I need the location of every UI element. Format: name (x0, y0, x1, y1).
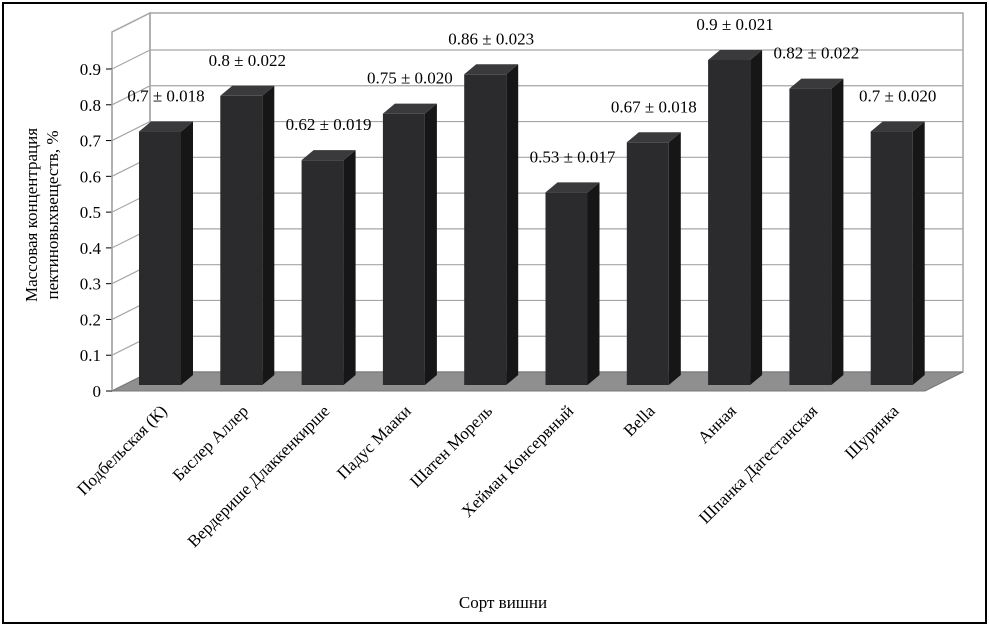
data-label: 0.7 ± 0.020 (859, 87, 936, 106)
bar (626, 132, 681, 385)
y-tick-label: 0.1 (80, 346, 101, 365)
y-tick-label: 0.2 (80, 310, 101, 329)
bar-side (424, 103, 437, 386)
bar-front (626, 142, 669, 385)
bar (464, 64, 519, 386)
gridline-side (111, 49, 151, 70)
data-label: 0.8 ± 0.022 (209, 51, 286, 70)
data-label: 0.86 ± 0.023 (448, 29, 534, 48)
data-label: 0.9 ± 0.021 (696, 15, 773, 34)
bars (139, 50, 925, 386)
bar-side (750, 50, 763, 385)
bar (789, 78, 844, 385)
bar-front (789, 88, 832, 385)
bar-side (912, 121, 925, 386)
bar-top (626, 132, 681, 143)
x-tick-label: Падус Мааки (333, 401, 415, 483)
x-tick-label: Bella (620, 401, 659, 440)
bar (382, 103, 437, 386)
y-tick-label: 0.7 (80, 132, 102, 151)
y-tick-label: 0.3 (80, 275, 101, 294)
y-tick-label: 0.8 (80, 96, 101, 115)
bar-top (789, 78, 844, 89)
gridline-side (111, 121, 151, 142)
y-tick-label: 0 (93, 382, 102, 401)
bar-front (464, 74, 507, 386)
bar-top (139, 121, 193, 132)
bar-front (139, 131, 181, 385)
gridline-side (111, 85, 151, 106)
bar-front (708, 60, 751, 385)
data-label: 0.82 ± 0.022 (773, 44, 859, 63)
y-axis-label-line-1: Массовая концентрация (22, 128, 41, 302)
bar (870, 121, 925, 386)
y-tick-label: 0.4 (80, 239, 102, 258)
bar-top (708, 50, 763, 60)
bar-side (181, 121, 193, 386)
y-axis-label-line-2: пектиновыхвеществ, % (43, 131, 62, 300)
bar (708, 50, 763, 385)
bar-front (220, 95, 263, 386)
data-label: 0.62 ± 0.019 (286, 115, 372, 134)
x-tick-label: Баслер Аллер (169, 401, 252, 484)
y-tick-label: 0.5 (80, 203, 101, 222)
bar-top (220, 85, 275, 96)
data-label: 0.7 ± 0.018 (127, 87, 204, 106)
bar-top (382, 103, 437, 114)
bar (220, 85, 275, 386)
bar (139, 121, 193, 386)
data-label: 0.53 ± 0.017 (530, 147, 616, 166)
bar (545, 182, 600, 385)
bar-side (831, 78, 844, 385)
bar-top (301, 150, 356, 161)
x-tick-label: Шатен Морель (406, 401, 496, 491)
x-tick-label: Шуринка (841, 401, 903, 463)
bar-side (506, 64, 519, 386)
bar-top (545, 182, 600, 193)
bar (301, 150, 356, 385)
bar-side (587, 182, 600, 385)
bar-front (870, 131, 913, 385)
bar-side (262, 85, 275, 386)
y-tick-label: 0.9 (80, 60, 101, 79)
bar-front (301, 160, 344, 385)
x-tick-label: Подбельская (К) (73, 401, 171, 499)
data-label: 0.67 ± 0.018 (611, 97, 697, 116)
x-tick-label: Анная (694, 401, 740, 447)
x-axis-label: Сорт вишни (459, 593, 547, 612)
y-axis-ticks: 0 0.1 0.2 0.3 0.4 0.5 0.6 0.7 0.8 0.9 (80, 60, 102, 401)
y-tick-label: 0.6 (80, 167, 101, 186)
bar-side (343, 150, 356, 385)
data-labels: 0.7 ± 0.018 0.8 ± 0.022 0.62 ± 0.019 0.75 ±… (127, 15, 936, 166)
bar-side (668, 132, 681, 385)
data-label: 0.75 ± 0.020 (367, 69, 453, 88)
x-tick-label: Вердерише Длаккенкирше (184, 401, 334, 551)
bar-front (382, 113, 425, 386)
bar-front (545, 192, 588, 385)
bar-top (870, 121, 925, 132)
bar-top (464, 64, 519, 75)
